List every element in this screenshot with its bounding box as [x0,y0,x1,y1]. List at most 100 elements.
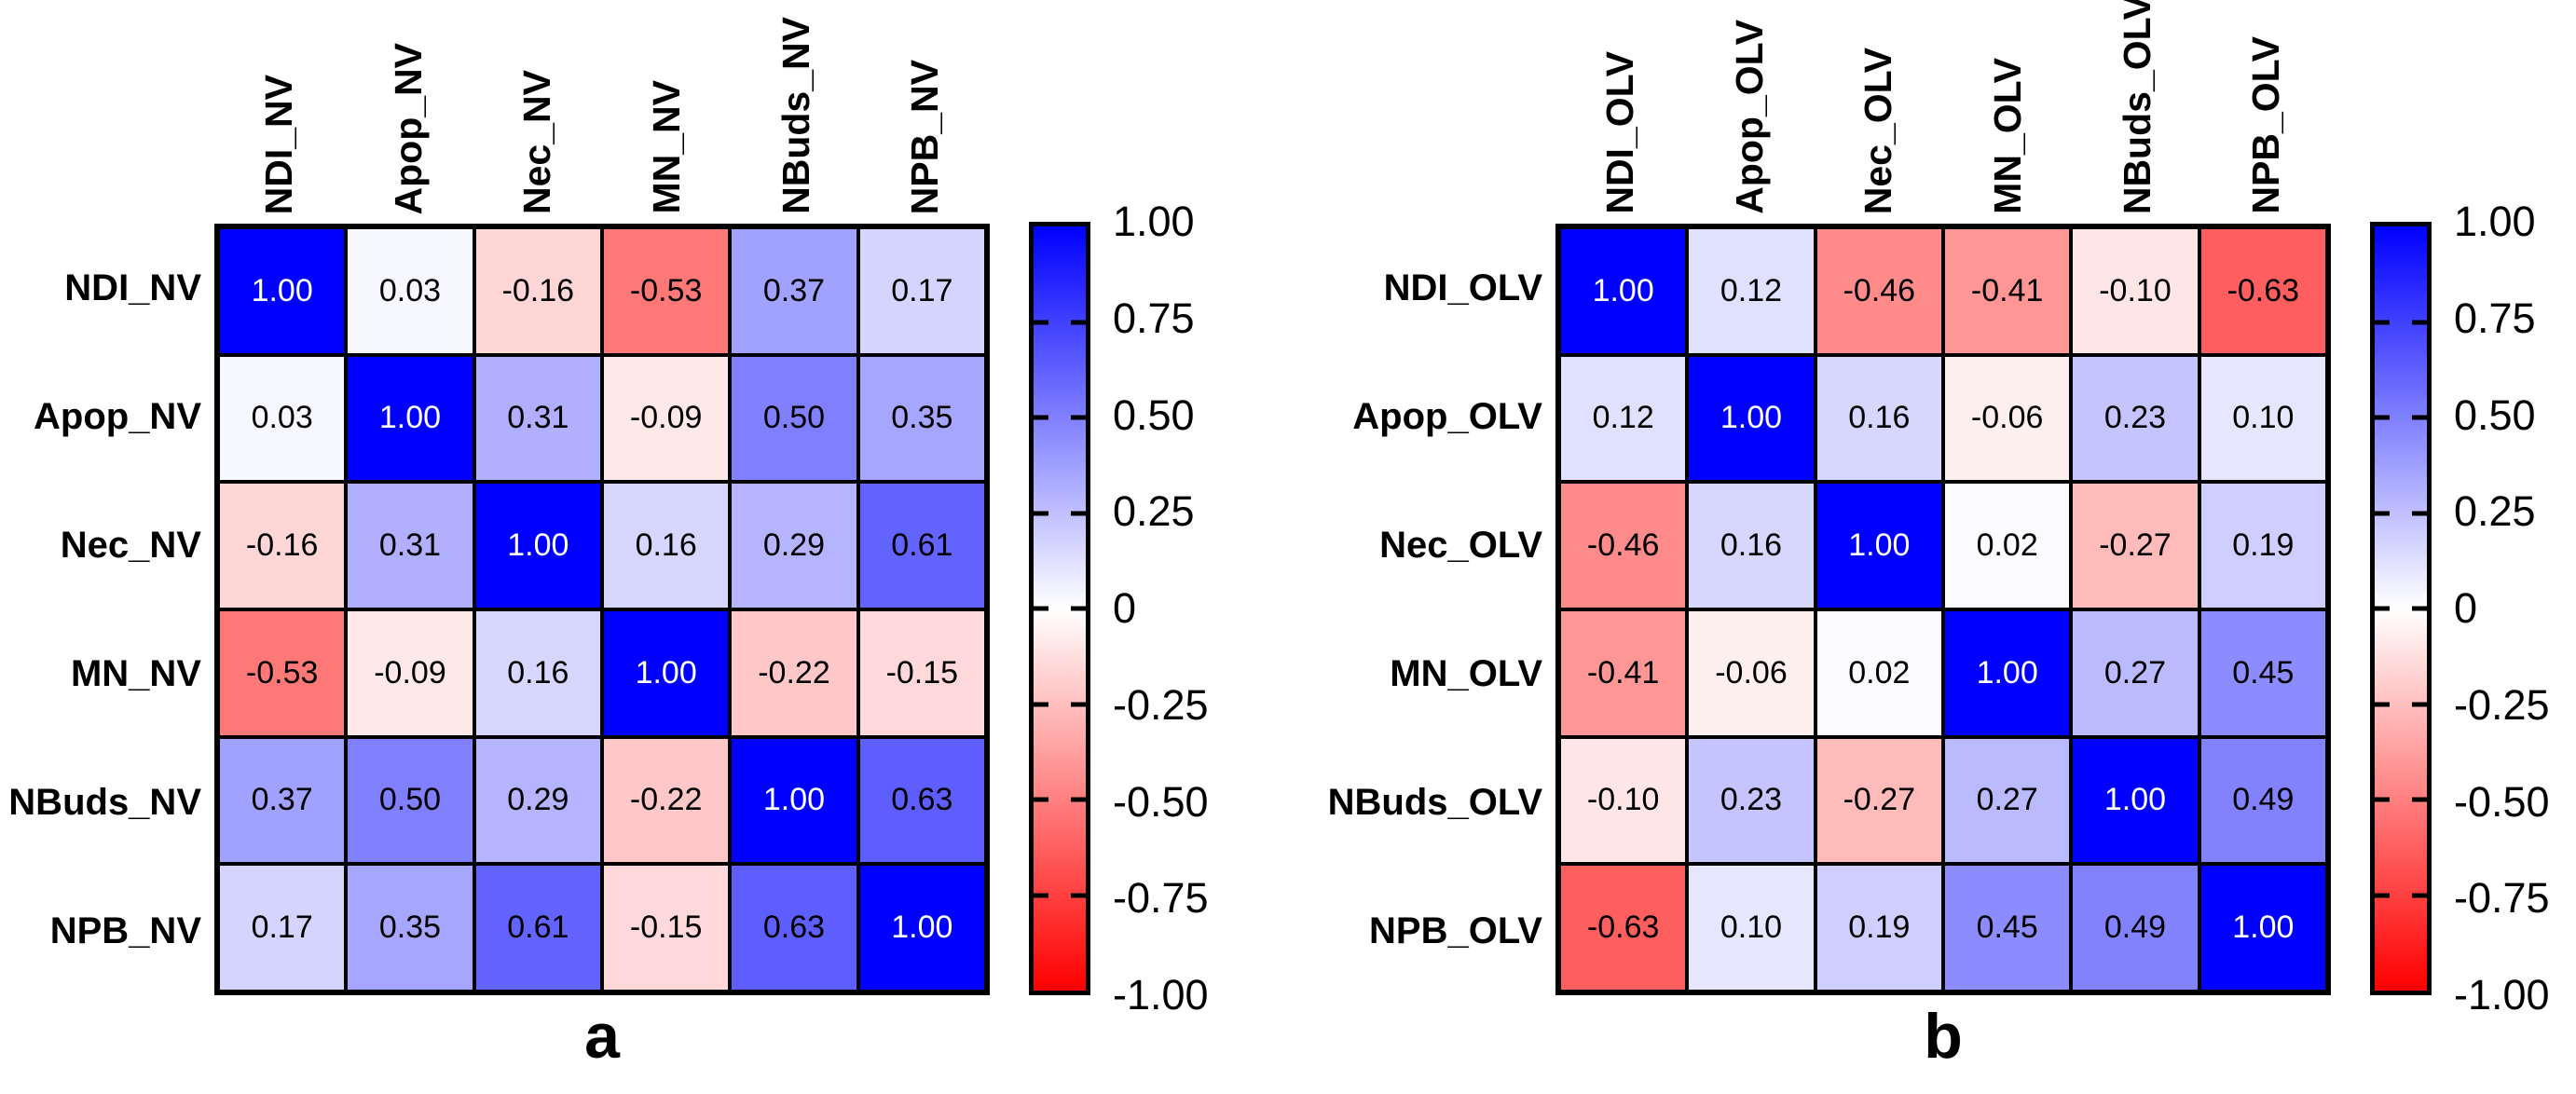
column-headers: NDI_OLV Apop_OLV Nec_OLV MN_OLV NBuds_OLV NPB… [1555,0,2331,220]
matrix-cell: 1.00 [220,229,345,353]
colorbar-tick-label: 0.25 [2454,487,2536,536]
colorbar-tick [2375,893,2390,897]
matrix-cell: -0.15 [859,611,984,735]
column-label: NBuds_OLV [2115,0,2158,214]
panel-b: NDI_OLV Apop_OLV Nec_OLV MN_OLV NBuds_OLV NPB… [1290,0,2576,1094]
matrix-cell: 0.35 [859,356,984,481]
colorbar-tick [1034,415,1048,420]
column-label: NPB_NV [903,59,947,214]
matrix-cell: 1.00 [2073,738,2198,863]
matrix-cell: 0.23 [1689,738,1814,863]
colorbar-tick [1034,320,1048,324]
matrix-cell: -0.46 [1561,484,1686,608]
colorbar-tick [2375,702,2390,706]
matrix-cell: 0.16 [1816,356,1941,481]
colorbar [2370,222,2432,995]
colorbar-tick-label: 0.50 [1113,390,1195,439]
matrix-cell: 0.19 [2200,484,2325,608]
matrix-cell: 0.29 [732,484,856,608]
colorbar-tick-label: 0 [2454,584,2478,632]
matrix-cell: 0.45 [2200,611,2325,735]
matrix-cell: 0.35 [348,866,473,990]
colorbar-labels: 1.00 0.75 0.50 0.25 0 -0.25 -0.50 -0.75 -1.00 [1113,198,1290,1019]
matrix-cell: 0.63 [859,738,984,863]
matrix-cell: 0.50 [732,356,856,481]
colorbar-tick [2375,415,2390,420]
colorbar-tick [2412,797,2427,802]
colorbar [1029,222,1090,995]
panel-a: NDI_NV Apop_NV Nec_NV MN_NV NBuds_NV NPB_NV N… [0,0,1286,1094]
colorbar-tick-label: 1.00 [2454,198,2536,245]
matrix-cell: 0.10 [2200,356,2325,481]
colorbar-tick [2412,606,2427,611]
matrix: 1.00 0.12 -0.46 -0.41 -0.10 -0.63 0.12 1.00 0.16… [1555,224,2331,995]
column-headers: NDI_NV Apop_NV Nec_NV MN_NV NBuds_NV NPB_NV [214,0,990,220]
matrix-cell: 0.49 [2073,866,2198,990]
matrix-cell: 0.37 [220,738,345,863]
row-labels: NDI_OLV Apop_OLV Nec_OLV MN_OLV NBuds_OLV NPB… [1290,224,1542,995]
matrix-cell: 0.12 [1689,229,1814,353]
colorbar-tick [1034,511,1048,515]
row-label: Nec_OLV [1379,524,1542,566]
colorbar-tick-label: -0.75 [2454,874,2550,923]
column-label: Apop_OLV [1727,20,1771,214]
colorbar-tick-label: 0.25 [1113,487,1195,536]
column-label: NDI_NV [256,74,300,214]
matrix-cell: 0.27 [2073,611,2198,735]
colorbar-tick [1071,511,1086,515]
colorbar-tick-label: 0.50 [2454,390,2536,439]
matrix-cell: -0.06 [1689,611,1814,735]
colorbar-tick [1071,702,1086,706]
matrix-cell: -0.27 [1816,738,1941,863]
column-header-cell: MN_OLV [1943,0,2073,220]
matrix-cell: -0.63 [1561,866,1686,990]
matrix-cell: -0.46 [1816,229,1941,353]
matrix-cell: 0.17 [859,229,984,353]
matrix-cell: 0.49 [2200,738,2325,863]
colorbar-tick-label: 0.75 [1113,294,1195,342]
colorbar-tick [2412,893,2427,897]
colorbar-tick-label: 0.75 [2454,294,2536,342]
matrix-cell: 0.17 [220,866,345,990]
row-label: MN_OLV [1390,652,1542,694]
matrix-cell: 0.16 [603,484,729,608]
colorbar-tick [1034,606,1048,611]
matrix-cell: 1.00 [1816,484,1941,608]
matrix-cell: -0.15 [603,866,729,990]
matrix-cell: 1.00 [859,866,984,990]
matrix-cell: 1.00 [1561,229,1686,353]
column-header-cell: MN_NV [602,0,732,220]
matrix-cell: 0.19 [1816,866,1941,990]
colorbar-tick-label: -1.00 [1113,971,1209,1019]
row-label: NPB_OLV [1369,909,1542,951]
colorbar-tick [2375,606,2390,611]
matrix-cell: 1.00 [1689,356,1814,481]
colorbar-tick [2375,511,2390,515]
matrix-cell: -0.53 [220,611,345,735]
column-header-cell: Nec_NV [473,0,602,220]
matrix-cell: -0.53 [603,229,729,353]
colorbar-tick [1071,893,1086,897]
column-label: Nec_NV [515,70,559,214]
matrix-cell: 0.10 [1689,866,1814,990]
colorbar-tick-label: -0.25 [1113,680,1209,729]
column-label: MN_NV [644,80,688,214]
colorbar-tick [1071,415,1086,420]
row-label: Nec_NV [60,524,201,566]
matrix-cell: 1.00 [603,611,729,735]
colorbar-tick-label: -1.00 [2454,971,2550,1019]
column-header-cell: Apop_NV [344,0,473,220]
row-label: NPB_NV [49,909,201,951]
row-label: MN_NV [70,652,201,694]
matrix-cell: 0.45 [1944,866,2070,990]
colorbar-tick [2412,320,2427,324]
matrix-cell: 0.02 [1944,484,2070,608]
matrix-cell: -0.16 [220,484,345,608]
row-label: Apop_NV [34,395,201,437]
matrix-cell: 0.37 [732,229,856,353]
colorbar-tick [1034,702,1048,706]
matrix-cell: 0.02 [1816,611,1941,735]
column-label: MN_OLV [1985,58,2029,214]
matrix-cell: -0.22 [603,738,729,863]
matrix-cell: -0.09 [348,611,473,735]
